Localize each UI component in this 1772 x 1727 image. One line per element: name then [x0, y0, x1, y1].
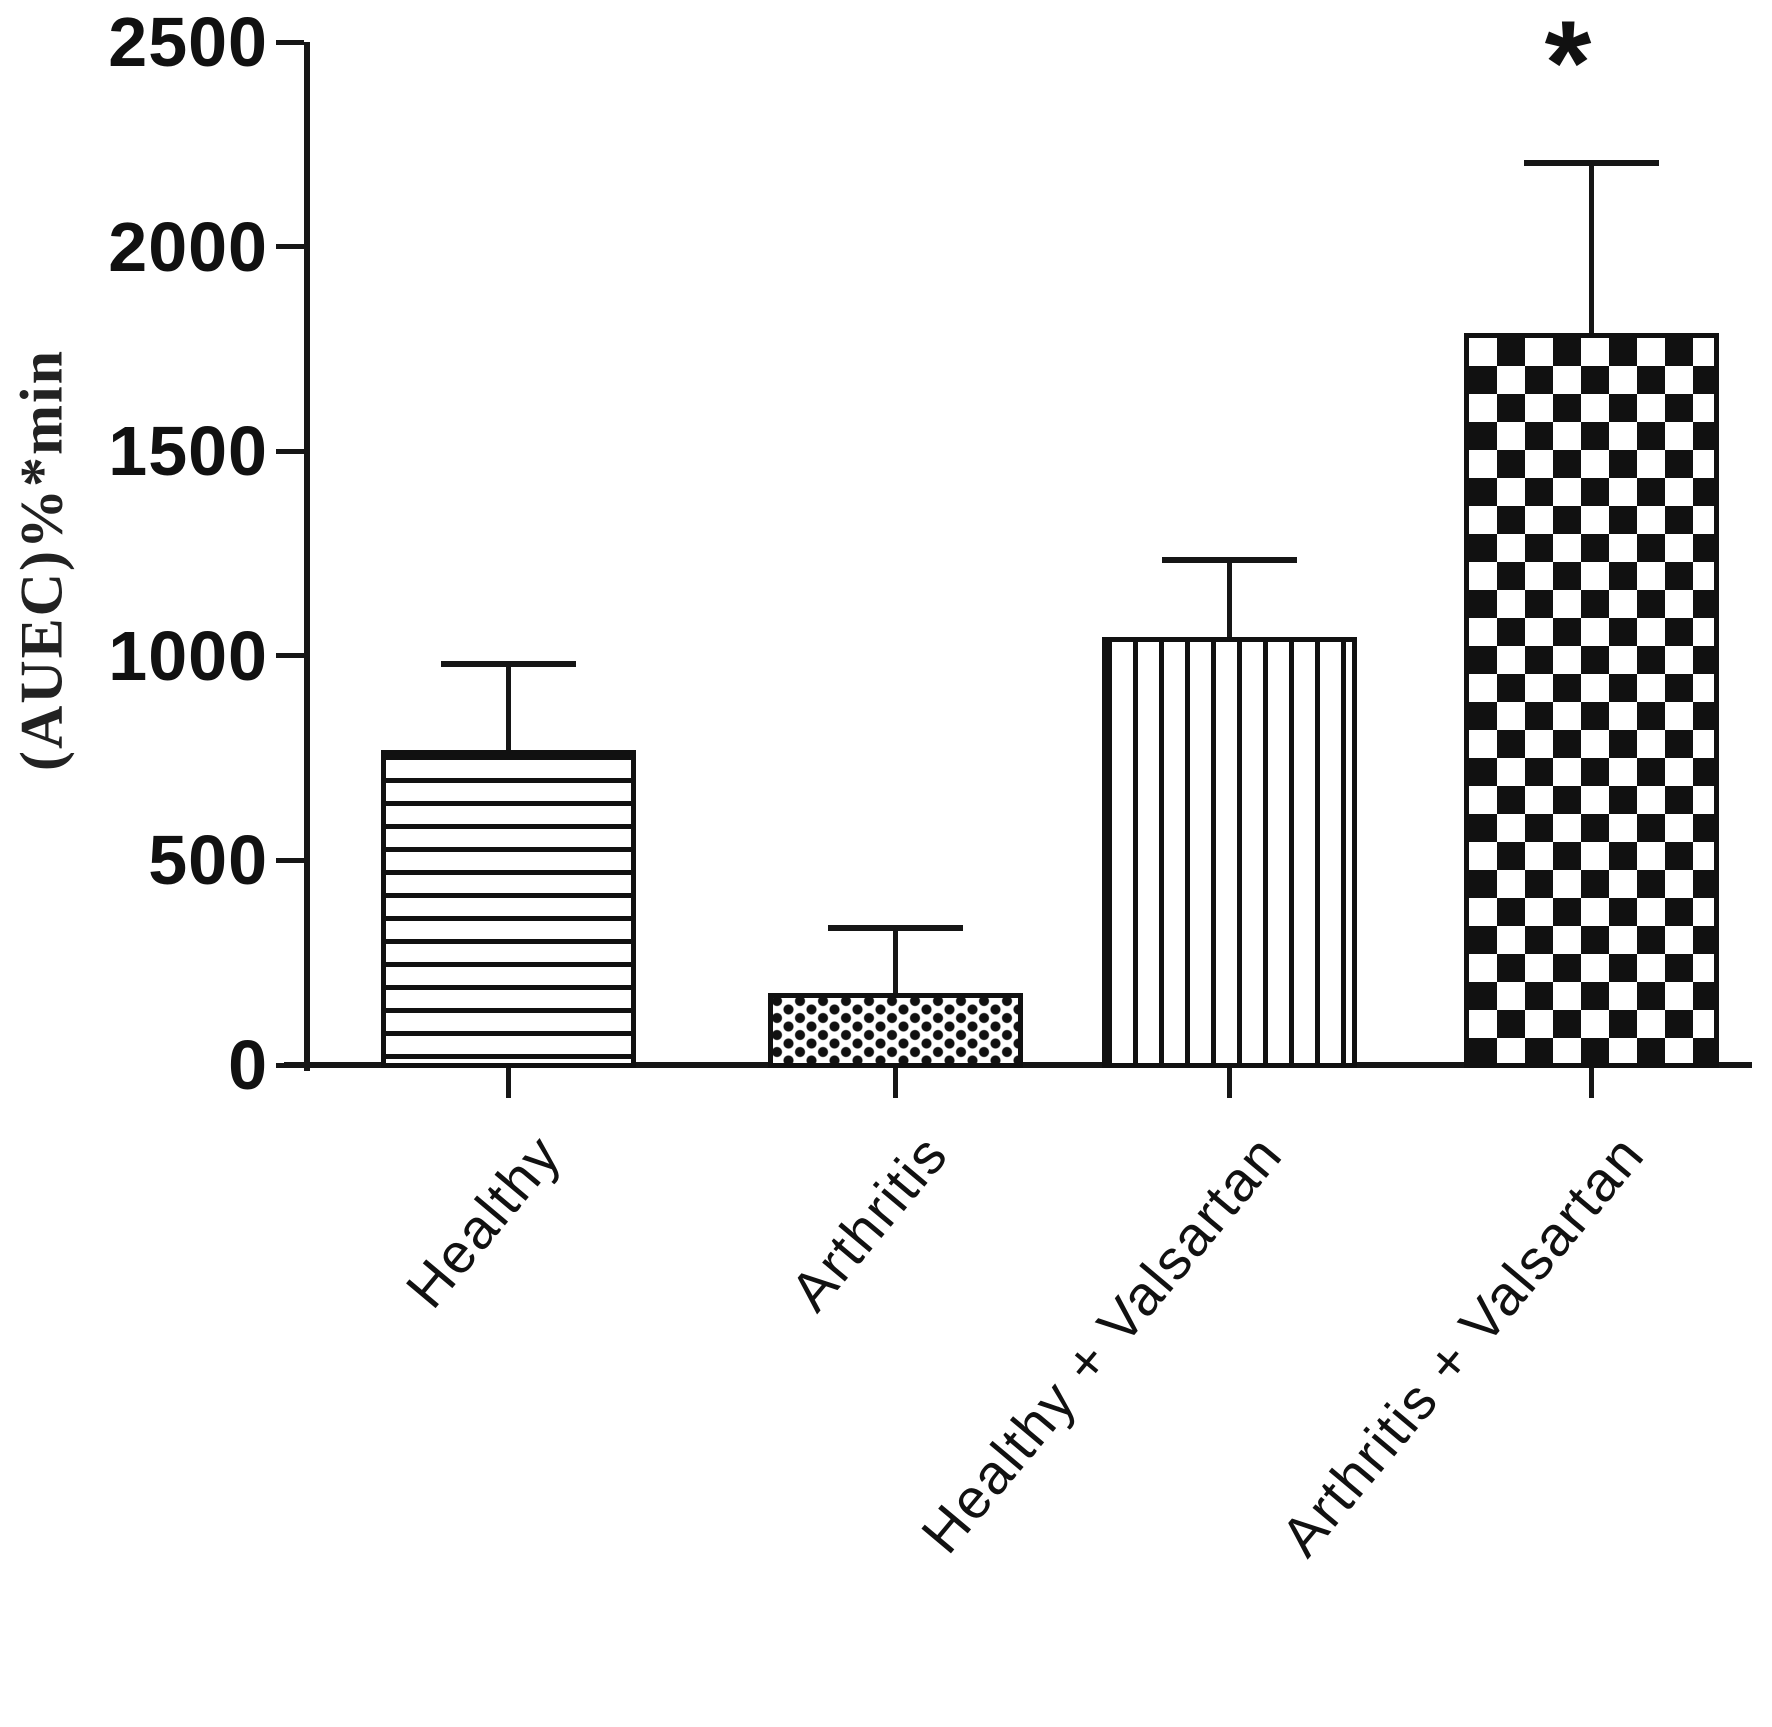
bar-healthy-valsartan	[1101, 637, 1357, 1068]
x-axis-label-healthy-valsartan: Healthy + Valsartan	[908, 1122, 1295, 1565]
x-axis-label-arthritis: Arthritis	[778, 1122, 961, 1323]
bar-arthritis	[767, 993, 1023, 1068]
y-tick	[276, 857, 304, 863]
x-tick	[1588, 1068, 1594, 1098]
bar-arthritis-valsartan	[1463, 332, 1719, 1068]
error-bar-stem	[1226, 559, 1232, 638]
error-bar-cap	[1523, 159, 1659, 166]
y-axis-title: (AUEC)%*min	[8, 349, 75, 771]
error-bar-cap	[1161, 556, 1297, 563]
x-tick	[892, 1068, 898, 1098]
y-tick-label: 2000	[108, 207, 268, 286]
y-tick	[276, 244, 304, 250]
error-bar-stem	[1588, 162, 1594, 333]
y-tick-label: 1000	[108, 616, 268, 695]
y-tick-label: 2500	[108, 3, 268, 81]
bar-healthy	[380, 749, 636, 1068]
y-tick	[276, 653, 304, 659]
y-tick	[276, 448, 304, 454]
y-tick	[276, 39, 304, 45]
x-axis-label-healthy: Healthy	[393, 1122, 574, 1320]
y-tick-label: 1500	[108, 412, 268, 491]
error-bar-stem	[892, 927, 898, 994]
error-bar-stem	[505, 663, 511, 750]
y-tick-label: 500	[148, 821, 268, 900]
error-bar-cap	[827, 924, 963, 931]
x-axis-label-arthritis-valsartan: Arthritis + Valsartan	[1268, 1122, 1657, 1568]
y-tick	[276, 1062, 304, 1068]
x-tick	[1226, 1068, 1232, 1098]
y-tick-label: 0	[228, 1026, 268, 1104]
significance-asterisk: *	[1544, 0, 1592, 130]
x-tick	[505, 1068, 511, 1098]
y-axis-line	[304, 42, 310, 1071]
error-bar-cap	[440, 660, 576, 667]
